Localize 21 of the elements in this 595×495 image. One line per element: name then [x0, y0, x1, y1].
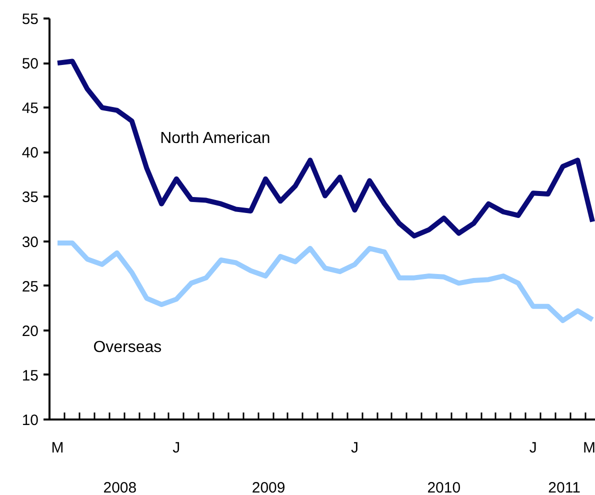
text: 2010 [427, 480, 461, 495]
x-tick-label: M [583, 440, 595, 456]
y-tick-label: 20 [22, 322, 39, 340]
y-tick-label: 10 [22, 412, 39, 429]
text: Overseas [93, 339, 162, 356]
y-tick-label: 15 [22, 367, 39, 384]
y-tick-label: 30 [22, 234, 39, 251]
x-tick-label: J [351, 440, 358, 456]
text: 2009 [252, 480, 286, 495]
text: 2011 [548, 480, 580, 495]
y-tick-label: 55 [22, 11, 39, 28]
y-tick-label: 50 [22, 56, 39, 73]
x-tick-label: J [172, 440, 180, 456]
y-tick-label: 35 [22, 189, 39, 206]
x-tick-label: J [529, 440, 537, 456]
series-label: North American [160, 130, 270, 147]
text: 2008 [103, 480, 137, 495]
x-tick-label: M [51, 440, 64, 456]
y-tick-label: 45 [22, 100, 39, 118]
y-tick-label: 40 [22, 144, 39, 162]
y-tick-label: 25 [22, 278, 39, 296]
